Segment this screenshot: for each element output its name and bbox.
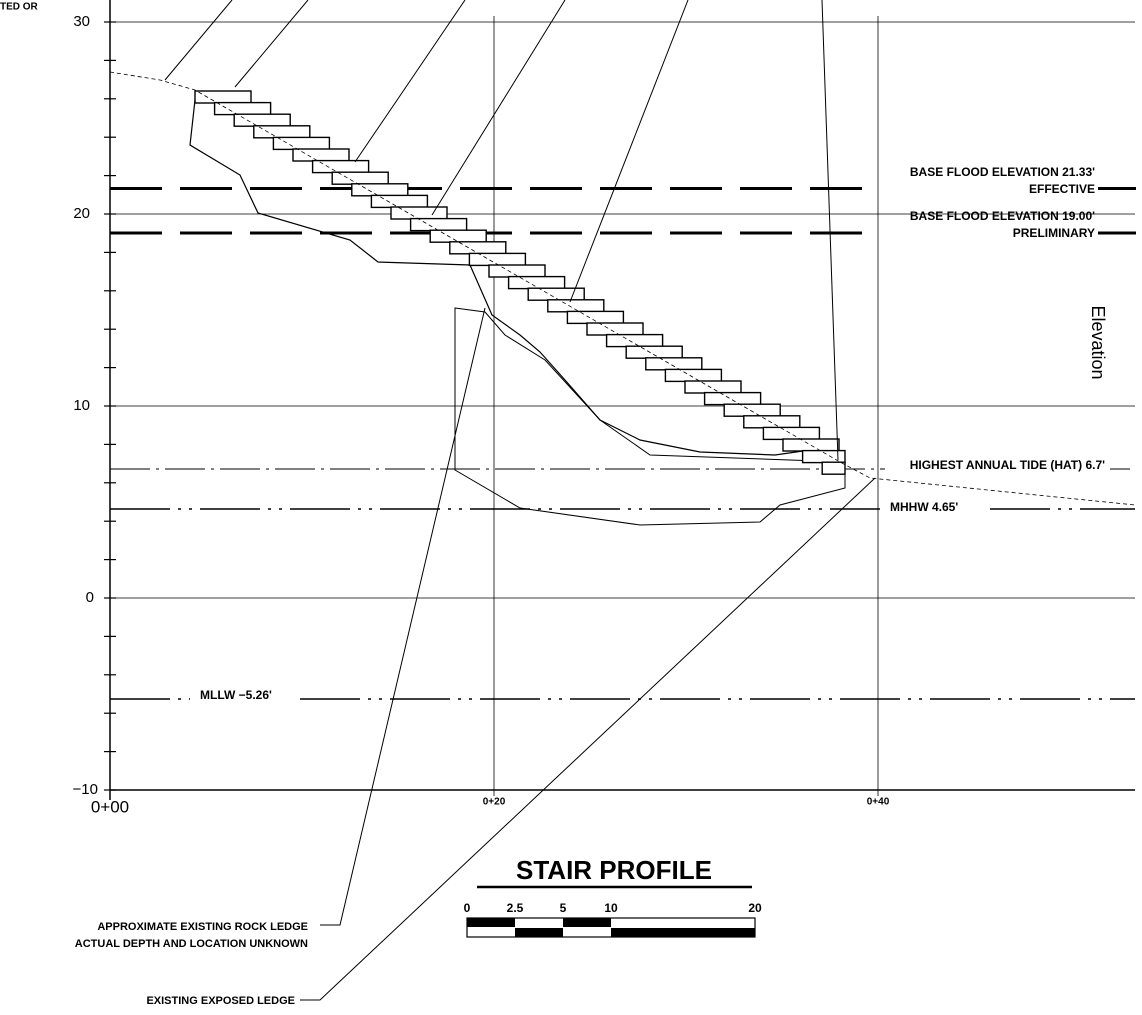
level-label: MLLW −5.26': [200, 688, 272, 702]
step: [664, 368, 723, 383]
level-lines: [110, 187, 1136, 700]
step: [390, 206, 448, 220]
step: [821, 461, 846, 475]
elevation-label: 20: [73, 205, 90, 222]
station-label: 0+40: [867, 797, 890, 808]
step: [723, 403, 781, 417]
level-label: BASE FLOOD ELEVATION 21.33': [910, 165, 1095, 179]
scale-label: 20: [748, 901, 762, 915]
stairs: [194, 90, 846, 475]
callout: APPROXIMATE EXISTING ROCK LEDGE: [97, 921, 308, 933]
step: [253, 125, 311, 139]
step: [292, 148, 350, 162]
step: [194, 90, 252, 104]
step: [488, 264, 546, 278]
step: [625, 345, 683, 359]
callout: EXISTING EXPOSED LEDGE: [146, 995, 295, 1007]
scale-label: 5: [560, 901, 567, 915]
step: [586, 322, 644, 336]
step: [370, 194, 429, 209]
level-label: BASE FLOOD ELEVATION 19.00': [910, 209, 1095, 223]
header-fragment: TED OR: [0, 2, 39, 13]
step: [605, 333, 664, 348]
step: [743, 415, 801, 429]
axis-title: Elevation: [1088, 305, 1108, 379]
grid: [109, 0, 1135, 800]
scale-label: 10: [604, 901, 618, 915]
step: [351, 183, 409, 197]
elevation-label: 30: [73, 13, 90, 30]
ground-line: [109, 71, 1136, 506]
scale-bar: [466, 917, 756, 938]
scale-label: 2.5: [507, 901, 524, 915]
axis-ticks: [104, 21, 116, 791]
step: [703, 391, 762, 406]
title: STAIR PROFILE: [516, 855, 712, 885]
leaders: [164, 0, 876, 1001]
elevation-label: 10: [73, 397, 90, 414]
rock-ledge: [454, 307, 846, 526]
step: [409, 217, 468, 232]
level-note: EFFECTIVE: [1029, 182, 1095, 196]
step: [213, 101, 272, 116]
station-label: 0+20: [483, 797, 506, 808]
step: [684, 380, 742, 394]
step: [566, 310, 625, 325]
elevation-label: −10: [73, 781, 98, 798]
level-note: PRELIMINARY: [1013, 226, 1095, 240]
step: [429, 229, 487, 243]
station-label: 0+00: [91, 797, 129, 816]
step: [645, 357, 703, 371]
step: [272, 136, 331, 151]
elevation-label: 0: [86, 589, 94, 606]
callout: ACTUAL DEPTH AND LOCATION UNKNOWN: [75, 938, 308, 950]
step: [507, 275, 566, 290]
level-label: MHHW 4.65': [890, 500, 958, 514]
step: [468, 252, 527, 267]
scale-label: 0: [464, 901, 471, 915]
step: [233, 113, 291, 127]
level-label: HIGHEST ANNUAL TIDE (HAT) 6.7': [910, 458, 1105, 472]
step: [762, 426, 821, 441]
step: [449, 241, 507, 255]
